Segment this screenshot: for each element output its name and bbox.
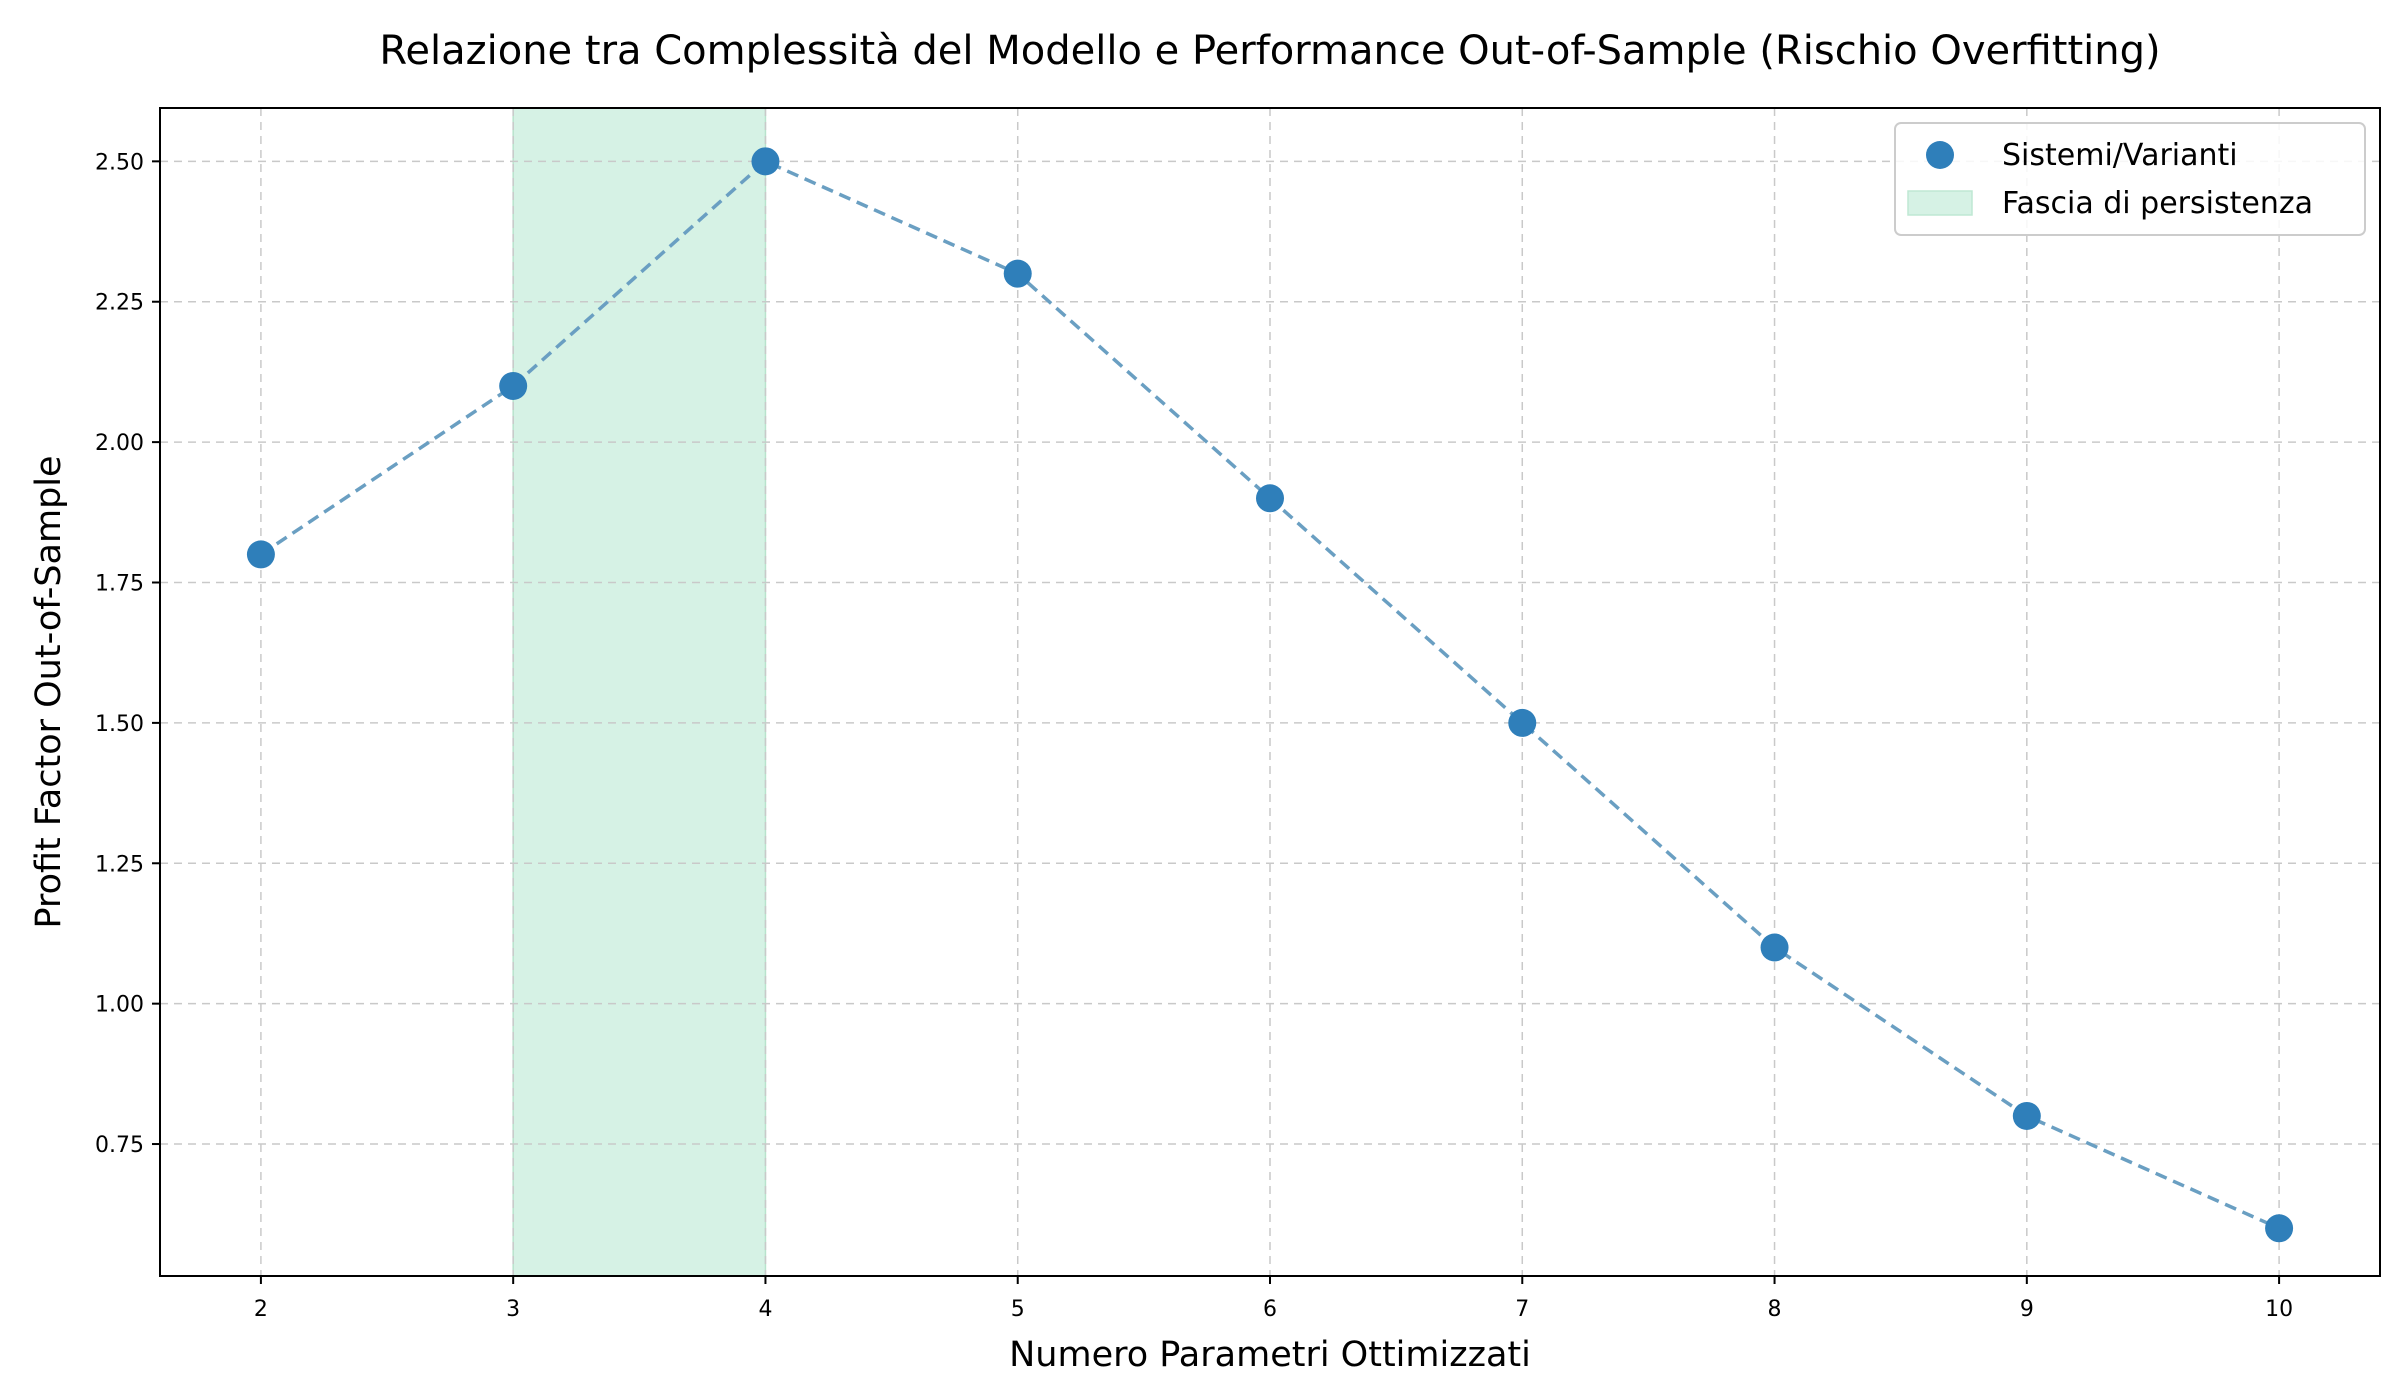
data-point-4 — [751, 147, 780, 176]
data-point-9 — [2012, 1101, 2041, 1130]
legend-label-fascia-di-persistenza: Fascia di persistenza — [2002, 186, 2313, 221]
x-tick-label-10: 10 — [2265, 1297, 2293, 1322]
data-point-6 — [1256, 484, 1284, 513]
y-axis-label: Profit Factor Out-of-Sample — [29, 455, 69, 928]
x-axis-label: Numero Parametri Ottimizzati — [1009, 1335, 1531, 1375]
y-tick-label-2-25: 2.25 — [95, 291, 144, 316]
band-layer — [512, 108, 767, 1276]
legend-swatch-fascia-di-persistenza — [1907, 190, 1973, 216]
chart-title: Relazione tra Complessità del Modello e … — [379, 28, 2160, 74]
data-point-5 — [1003, 259, 1032, 288]
grid-layer — [160, 108, 2380, 1276]
x-tick-label-5: 5 — [1011, 1297, 1025, 1322]
x-tick-label-9: 9 — [2020, 1297, 2034, 1322]
x-tick-label-6: 6 — [1263, 1297, 1277, 1322]
point-layer — [246, 147, 2294, 1243]
y-tick-label-0-75: 0.75 — [95, 1133, 144, 1158]
x-tick-label-7: 7 — [1515, 1297, 1529, 1322]
y-tick-label-2: 2.00 — [95, 431, 144, 456]
data-point-8 — [1760, 933, 1789, 962]
legend-label-sistemi-varianti: Sistemi/Varianti — [2002, 138, 2238, 173]
x-tick-label-3: 3 — [506, 1297, 520, 1322]
data-point-3 — [499, 371, 528, 400]
data-point-2 — [246, 540, 275, 569]
x-tick-label-4: 4 — [758, 1297, 772, 1322]
legend-frame — [1894, 122, 2366, 236]
legend: Sistemi/Varianti Fascia di persistenza — [1894, 122, 2366, 236]
y-tick-label-1-5: 1.50 — [95, 712, 144, 737]
shaded-band-fascia-di-persistenza — [513, 108, 766, 1276]
legend-marker-sistemi-varianti — [1926, 141, 1954, 169]
x-tick-label-2: 2 — [254, 1297, 268, 1322]
y-tick-label-1: 1.00 — [95, 993, 144, 1018]
y-tick-label-2-5: 2.50 — [95, 150, 144, 175]
y-tick-label-1-75: 1.75 — [95, 572, 144, 597]
data-point-7 — [1508, 708, 1537, 737]
data-point-10 — [2265, 1214, 2294, 1243]
tick-layer: 2 3 4 5 6 7 8 9 10 0.75 1.00 1.25 1.50 1.75 2.00 2.25 2.… — [95, 150, 2293, 1322]
y-tick-label-1-25: 1.25 — [95, 852, 144, 877]
x-tick-label-8: 8 — [1768, 1297, 1782, 1322]
